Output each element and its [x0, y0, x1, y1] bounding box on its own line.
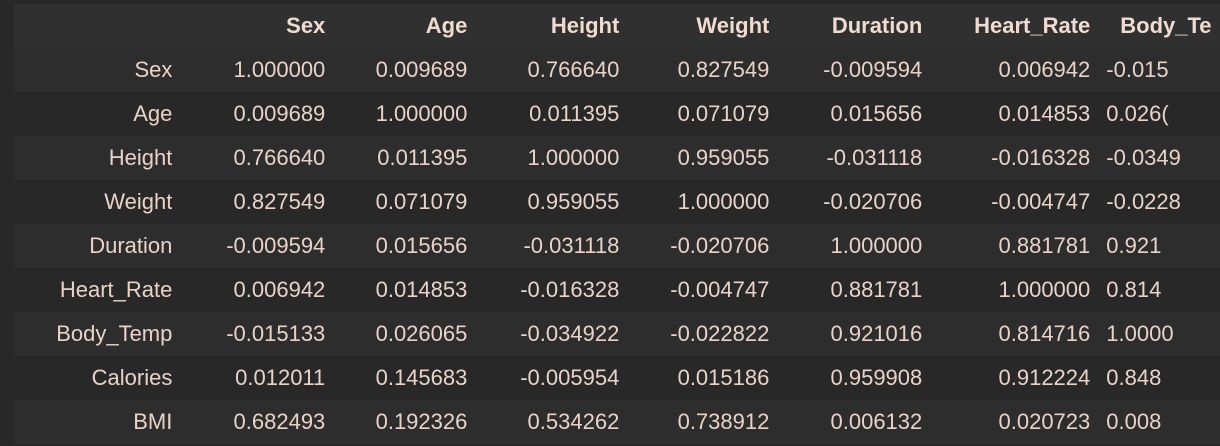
- table-cell: -0.031118: [523, 233, 620, 258]
- table-cell: -0.009594: [823, 57, 923, 82]
- table-cell: -0.0228: [1106, 189, 1181, 214]
- table-cell: 0.766640: [233, 145, 326, 170]
- table-cell: 0.014853: [375, 277, 468, 302]
- row-label: Body_Temp: [56, 321, 173, 346]
- table-cell: -0.015133: [226, 321, 326, 346]
- table-cell: -0.022822: [670, 321, 770, 346]
- table-cell: 0.011395: [377, 145, 468, 170]
- table-cell: -0.016328: [520, 277, 620, 302]
- row-label: Calories: [91, 365, 173, 390]
- column-header-age: Age: [425, 13, 468, 38]
- correlation-table: Sex Age Height Weight Duration Heart_Rat…: [14, 4, 1220, 444]
- table-cell: 0.020723: [998, 409, 1091, 434]
- row-label: Height: [108, 145, 173, 170]
- table-cell: -0.005954: [520, 365, 620, 390]
- table-cell: 0.921: [1106, 233, 1162, 258]
- table-cell: 1.000000: [375, 101, 468, 126]
- table-cell: -0.020706: [670, 233, 770, 258]
- table-row: BMI 0.682493 0.192326 0.534262 0.738912 0.006…: [14, 400, 1220, 444]
- table-cell: 0.071079: [375, 189, 468, 214]
- table-cell: 0.192326: [375, 409, 468, 434]
- table-row: Duration -0.009594 0.015656 -0.031118 -0.020…: [14, 224, 1220, 268]
- table-cell: -0.031118: [826, 145, 923, 170]
- table-cell: 0.827549: [233, 189, 326, 214]
- table-cell: 0.026(: [1106, 101, 1169, 126]
- table-cell: -0.020706: [823, 189, 923, 214]
- table-cell: 0.009689: [375, 57, 468, 82]
- table-cell: -0.004747: [991, 189, 1091, 214]
- table-cell: 1.000000: [527, 145, 620, 170]
- table-cell: 0.012011: [235, 365, 326, 390]
- table-body: Sex 1.000000 0.009689 0.766640 0.827549 -0.00…: [14, 48, 1220, 444]
- row-label: Age: [133, 101, 173, 126]
- table-cell: 0.145683: [375, 365, 468, 390]
- table-cell: 0.008: [1106, 409, 1162, 434]
- table-cell: 0.026065: [375, 321, 468, 346]
- table-cell: 0.015656: [375, 233, 468, 258]
- column-header-heart-rate: Heart_Rate: [974, 13, 1091, 38]
- table-cell: 0.827549: [677, 57, 770, 82]
- column-header-body-temp: Body_Te: [1120, 13, 1212, 38]
- table-cell: 0.006942: [998, 57, 1091, 82]
- column-header-duration: Duration: [831, 13, 923, 38]
- table-cell: 1.000000: [233, 57, 326, 82]
- table-cell: -0.0349: [1106, 145, 1181, 170]
- table-cell: 0.814716: [998, 321, 1091, 346]
- table-cell: 0.881781: [998, 233, 1091, 258]
- row-label: Weight: [104, 189, 173, 214]
- table-cell: 0.006942: [233, 277, 326, 302]
- table-row: Height 0.766640 0.011395 1.000000 0.959055 -0…: [14, 136, 1220, 180]
- table-cell: 0.534262: [527, 409, 620, 434]
- table-cell: 0.015186: [677, 365, 770, 390]
- table-cell: 0.921016: [830, 321, 923, 346]
- table-cell: -0.004747: [670, 277, 770, 302]
- column-header-height: Height: [550, 13, 620, 38]
- table-cell: 0.014853: [998, 101, 1091, 126]
- table-cell: 0.015656: [830, 101, 923, 126]
- table-cell: 0.766640: [527, 57, 620, 82]
- column-header-weight: Weight: [696, 13, 770, 38]
- table-cell: 0.959908: [830, 365, 923, 390]
- table-cell: 1.000000: [830, 233, 923, 258]
- table-cell: 1.000000: [677, 189, 770, 214]
- index-header: [14, 4, 172, 48]
- table-row: Weight 0.827549 0.071079 0.959055 1.000000 -0…: [14, 180, 1220, 224]
- table-cell: 0.848: [1106, 365, 1162, 390]
- table-row: Body_Temp -0.015133 0.026065 -0.034922 -0.02…: [14, 312, 1220, 356]
- table-cell: -0.015: [1106, 57, 1169, 82]
- row-label: BMI: [133, 409, 173, 434]
- table-cell: 0.738912: [677, 409, 770, 434]
- table-cell: -0.009594: [226, 233, 326, 258]
- row-label: Heart_Rate: [59, 277, 173, 302]
- table-cell: -0.016328: [991, 145, 1091, 170]
- table-cell: 1.000000: [998, 277, 1091, 302]
- table-cell: -0.034922: [520, 321, 620, 346]
- header-row: Sex Age Height Weight Duration Heart_Rat…: [14, 4, 1220, 48]
- table-row: Heart_Rate 0.006942 0.014853 -0.016328 -0.00…: [14, 268, 1220, 312]
- table-row: Age 0.009689 1.000000 0.011395 0.071079 0.015…: [14, 92, 1220, 136]
- table-cell: 0.006132: [830, 409, 923, 434]
- table-cell: 0.881781: [830, 277, 923, 302]
- table-cell: 0.959055: [677, 145, 770, 170]
- table-row: Sex 1.000000 0.009689 0.766640 0.827549 -0.00…: [14, 48, 1220, 92]
- table-cell: 1.0000: [1106, 321, 1174, 346]
- table-cell: 0.682493: [233, 409, 326, 434]
- table-cell: 0.009689: [233, 101, 326, 126]
- table-cell: 0.912224: [998, 365, 1091, 390]
- row-label: Duration: [89, 233, 173, 258]
- dataframe-output: Sex Age Height Weight Duration Heart_Rat…: [14, 4, 1220, 444]
- table-cell: 0.011395: [529, 101, 620, 126]
- column-header-sex: Sex: [286, 13, 326, 38]
- table-cell: 0.071079: [677, 101, 770, 126]
- table-cell: 0.814: [1106, 277, 1162, 302]
- table-row: Calories 0.012011 0.145683 -0.005954 0.01518…: [14, 356, 1220, 400]
- row-label: Sex: [134, 57, 173, 82]
- table-cell: 0.959055: [527, 189, 620, 214]
